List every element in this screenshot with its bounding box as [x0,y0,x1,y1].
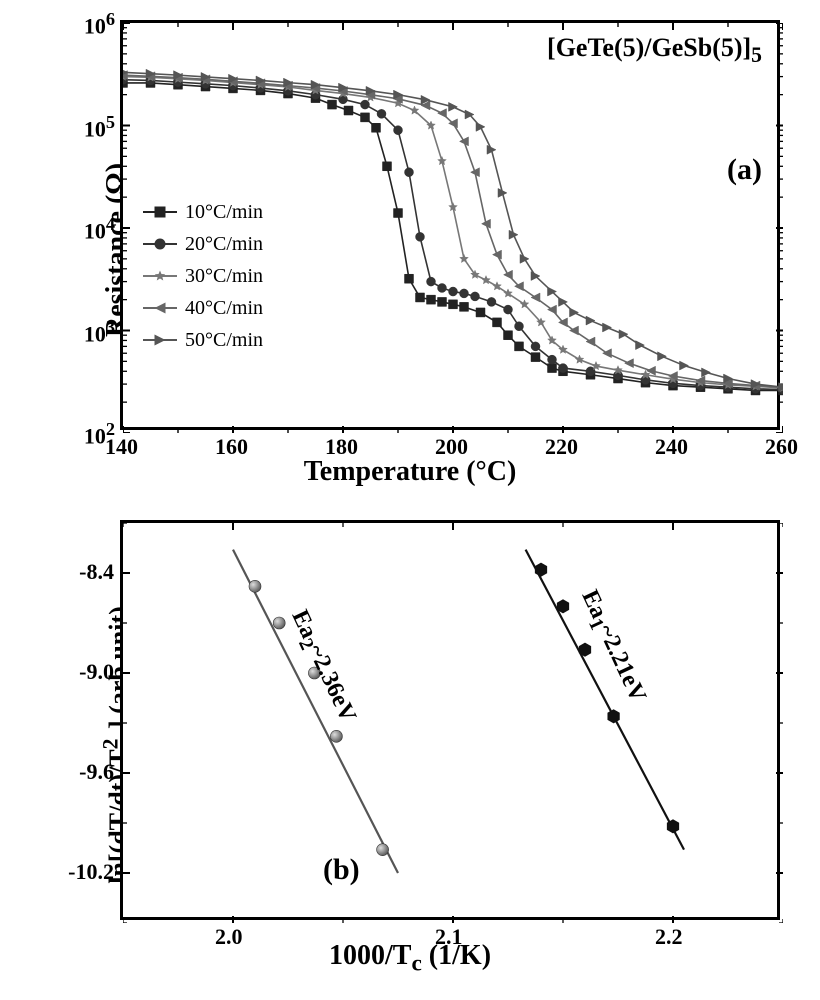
panel-b-label: (b) [323,853,360,887]
legend-label: 50°C/min [185,325,263,355]
xtick-label: 2.0 [215,924,243,950]
legend-row: 20°C/min [143,229,263,259]
xtick-label: 220 [545,434,578,460]
ytick-label: -9.6 [62,759,114,785]
legend-row: 40°C/min [143,293,263,323]
legend-row: 30°C/min [143,261,263,291]
panel-b-ylabel-sup: 2 [98,739,122,750]
panel-b-xlabel-sub: c [411,951,421,977]
xtick-label: 240 [655,434,688,460]
panel-a-label: (a) [727,153,762,187]
ytick-label: 103 [65,317,115,347]
panel-b-xlabel-text: 1000/T [329,940,411,971]
ytick-label: 105 [65,112,115,142]
legend-label: 10°C/min [185,197,263,227]
legend-label: 40°C/min [185,293,263,323]
panel-b: ln[(dT/dt)/T2c] (arb.unit) 1000/Tc (1/K)… [20,510,800,980]
panel-a: Resistance (Ω) Temperature (°C) [GeTe(5)… [20,10,800,490]
panel-a-title-sub: 5 [751,43,762,67]
xtick-label: 180 [325,434,358,460]
xtick-label: 160 [215,434,248,460]
panel-b-xlabel: 1000/Tc (1/K) [329,940,491,978]
panel-a-title-text: [GeTe(5)/GeSb(5)] [547,33,751,62]
panel-a-plot-area: [GeTe(5)/GeSb(5)]5 (a) 10°C/min20°C/min3… [120,20,780,430]
legend-row: 50°C/min [143,325,263,355]
panel-b-svg [123,523,783,923]
xtick-label: 2.2 [655,924,683,950]
legend-row: 10°C/min [143,197,263,227]
legend-label: 30°C/min [185,261,263,291]
ytick-label: 106 [65,9,115,39]
xtick-label: 200 [435,434,468,460]
ytick-label: -9.0 [62,659,114,685]
panel-a-title: [GeTe(5)/GeSb(5)]5 [547,33,762,68]
legend-label: 20°C/min [185,229,263,259]
ytick-label: 102 [65,419,115,449]
ytick-label: -10.2 [62,859,114,885]
xtick-label: 260 [765,434,798,460]
panel-b-plot-area: (b) Ea2~2.36eVEa1~2.21eV [120,520,780,920]
panel-a-legend: 10°C/min20°C/min30°C/min40°C/min50°C/min [143,197,263,357]
ytick-label: 104 [65,214,115,244]
xtick-label: 2.1 [435,924,463,950]
panel-a-xlabel: Temperature (°C) [304,456,517,488]
ytick-label: -8.4 [62,559,114,585]
figure-page: Resistance (Ω) Temperature (°C) [GeTe(5)… [0,0,820,1000]
